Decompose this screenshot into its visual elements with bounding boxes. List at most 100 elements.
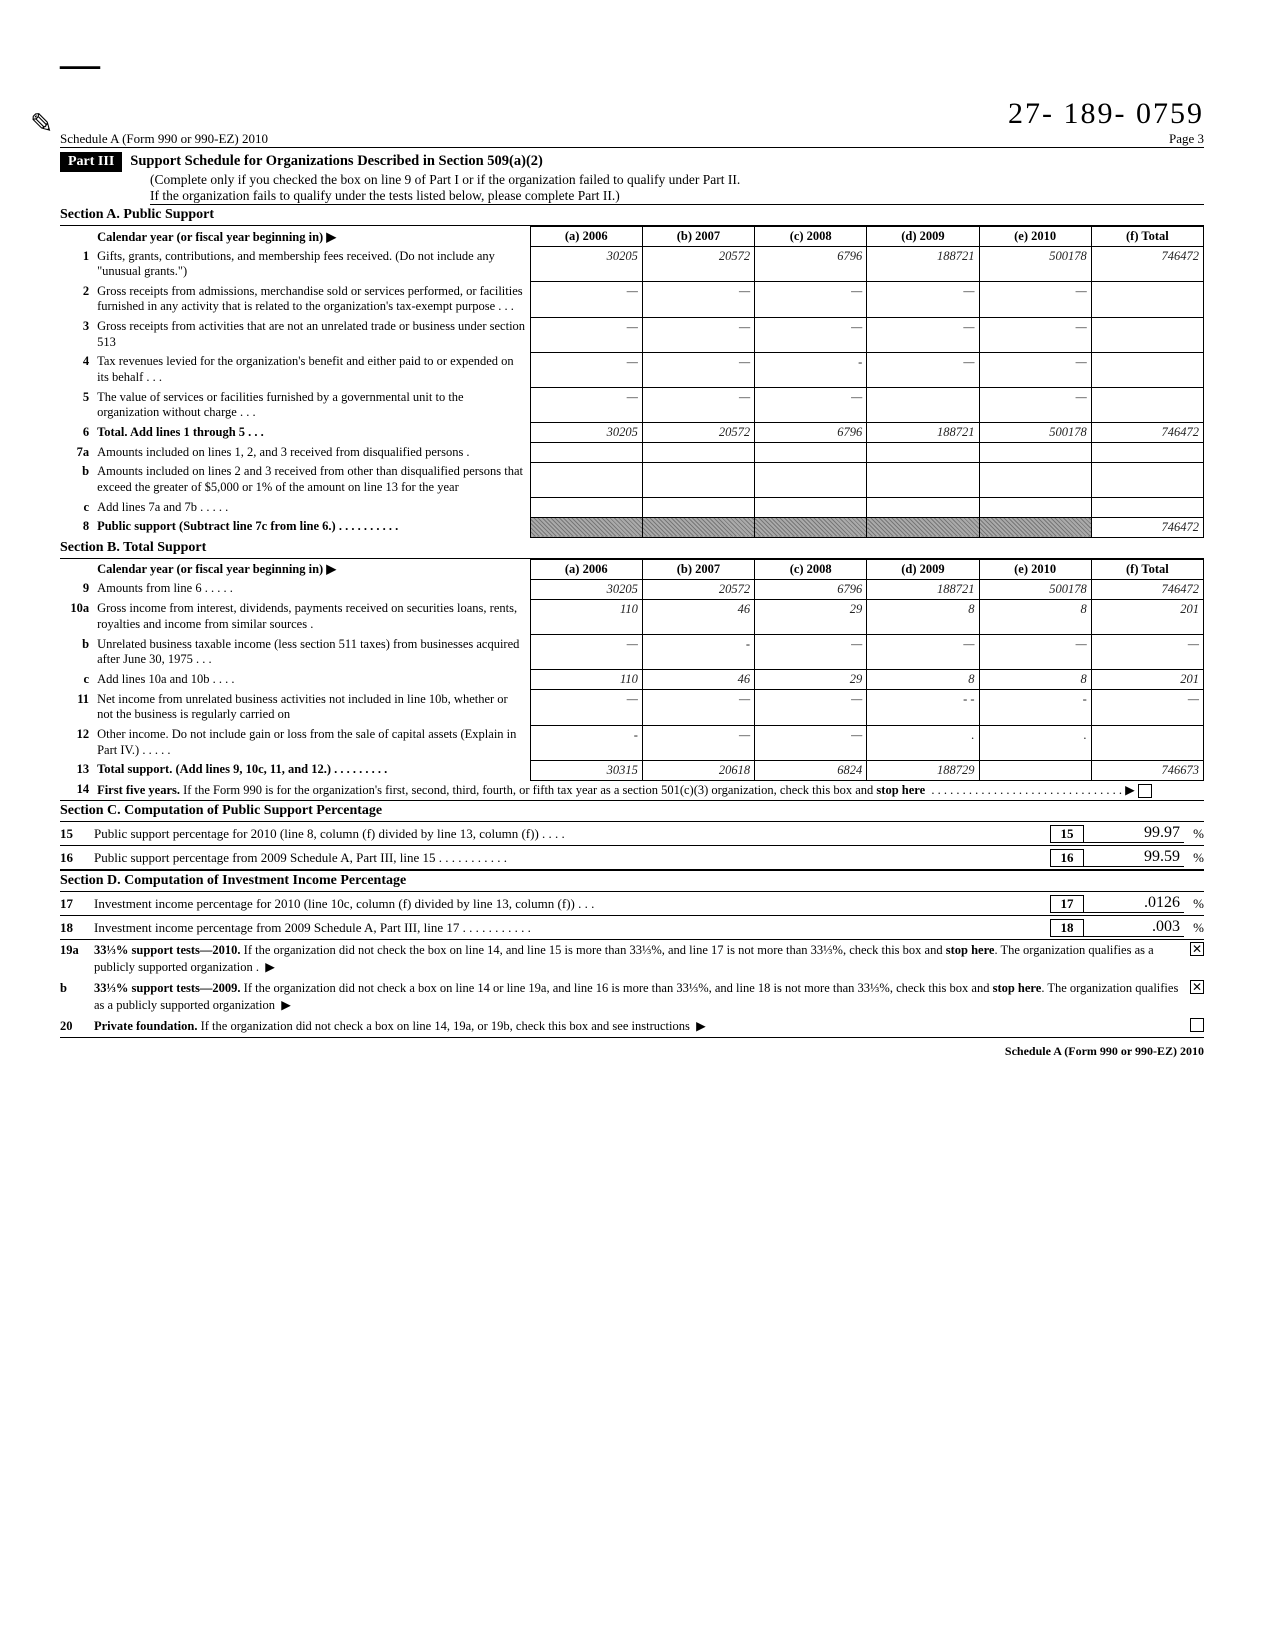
cell-value: — xyxy=(642,388,754,423)
cell-value xyxy=(642,443,754,463)
pct-unit: % xyxy=(1184,850,1204,866)
line-num: 2 xyxy=(60,282,93,317)
line-desc: Amounts included on lines 2 and 3 receiv… xyxy=(93,462,530,497)
test-checkbox[interactable]: ✕ xyxy=(1190,980,1204,994)
cell-value: — xyxy=(755,635,867,670)
pct-line: 15Public support percentage for 2010 (li… xyxy=(60,822,1204,846)
cell-value: 30205 xyxy=(530,579,642,599)
page-number: Page 3 xyxy=(1169,131,1204,147)
cell-value: — xyxy=(755,725,867,760)
ein-handwritten: 27- 189- 0759 xyxy=(1008,97,1204,130)
line-num: 5 xyxy=(60,388,93,423)
line-num: 12 xyxy=(60,725,93,760)
pct-num: 17 xyxy=(60,896,94,912)
cell-value xyxy=(1091,462,1203,497)
cell-value: — xyxy=(642,317,754,352)
test-num: 20 xyxy=(60,1018,94,1035)
cell-value xyxy=(530,443,642,463)
line-desc: Total. Add lines 1 through 5 . . . xyxy=(93,423,530,443)
pencil-mark: ✎ xyxy=(30,107,53,141)
cell-value: 746673 xyxy=(1091,760,1203,780)
cell-value: 746472 xyxy=(1091,247,1203,282)
pct-num: 18 xyxy=(60,920,94,936)
col-a: (a) 2006 xyxy=(530,227,642,247)
cell-value: — xyxy=(979,635,1091,670)
cell-value xyxy=(979,443,1091,463)
shaded-cell xyxy=(867,517,979,537)
pct-value: 99.97 xyxy=(1084,824,1184,843)
line-desc: Add lines 7a and 7b . . . . . xyxy=(93,498,530,518)
cell-value: 746472 xyxy=(1091,579,1203,599)
line-14-checkbox[interactable] xyxy=(1138,784,1152,798)
cell-value xyxy=(867,498,979,518)
schedule-line: Schedule A (Form 990 or 990-EZ) 2010 xyxy=(60,131,268,147)
line-desc: Net income from unrelated business activ… xyxy=(93,690,530,725)
cell-value xyxy=(1091,352,1203,387)
test-num: 19a xyxy=(60,942,94,976)
cell-value: — xyxy=(755,282,867,317)
cell-value: 20572 xyxy=(642,579,754,599)
shaded-cell xyxy=(755,517,867,537)
test-text: 33⅓% support tests—2010. If the organiza… xyxy=(94,942,1190,976)
support-test-line: 19a33⅓% support tests—2010. If the organ… xyxy=(60,940,1204,978)
cell-value: - xyxy=(979,690,1091,725)
col-d: (d) 2009 xyxy=(867,227,979,247)
cell-value: — xyxy=(979,388,1091,423)
cell-value: - xyxy=(642,635,754,670)
pct-unit: % xyxy=(1184,920,1204,936)
line-desc: Other income. Do not include gain or los… xyxy=(93,725,530,760)
line-desc: Gross receipts from admissions, merchand… xyxy=(93,282,530,317)
page-footer: Schedule A (Form 990 or 990-EZ) 2010 xyxy=(60,1044,1204,1059)
line-desc: Unrelated business taxable income (less … xyxy=(93,635,530,670)
cell-value: . xyxy=(979,725,1091,760)
cal-year-label-a: Calendar year (or fiscal year beginning … xyxy=(93,227,530,247)
line-desc: Tax revenues levied for the organization… xyxy=(93,352,530,387)
pct-num: 16 xyxy=(60,850,94,866)
part-title: Support Schedule for Organizations Descr… xyxy=(130,153,543,170)
cell-value: 500178 xyxy=(979,247,1091,282)
cell-value: 30205 xyxy=(530,247,642,282)
cell-value: 46 xyxy=(642,599,754,634)
cell-value: 20572 xyxy=(642,423,754,443)
instruction-line-2: If the organization fails to qualify und… xyxy=(150,188,1204,205)
cell-total: 746472 xyxy=(1091,517,1203,537)
pct-text: Investment income percentage from 2009 S… xyxy=(94,920,1044,936)
line-desc: Add lines 10a and 10b . . . . xyxy=(93,670,530,690)
cell-value: — xyxy=(867,635,979,670)
cell-value: - xyxy=(755,352,867,387)
cell-value xyxy=(755,462,867,497)
section-b-table: Calendar year (or fiscal year beginning … xyxy=(60,559,1204,801)
line-desc: Amounts from line 6 . . . . . xyxy=(93,579,530,599)
cell-value xyxy=(979,498,1091,518)
cell-value: 746472 xyxy=(1091,423,1203,443)
cell-value: 8 xyxy=(979,599,1091,634)
cell-value xyxy=(1091,498,1203,518)
cell-value xyxy=(867,443,979,463)
pct-line: 16Public support percentage from 2009 Sc… xyxy=(60,846,1204,870)
test-checkbox[interactable] xyxy=(1190,1018,1204,1032)
test-checkbox[interactable]: ✕ xyxy=(1190,942,1204,956)
cell-value: 30315 xyxy=(530,760,642,780)
shaded-cell xyxy=(979,517,1091,537)
col-f: (f) Total xyxy=(1091,227,1203,247)
cell-value xyxy=(1091,725,1203,760)
line-desc: Public support (Subtract line 7c from li… xyxy=(93,517,530,537)
cell-value: — xyxy=(1091,690,1203,725)
line-desc: Gross receipts from activities that are … xyxy=(93,317,530,352)
cell-value xyxy=(1091,282,1203,317)
section-a-title: Section A. Public Support xyxy=(60,205,1204,226)
pct-value: .003 xyxy=(1084,918,1184,937)
cell-value: 6796 xyxy=(755,247,867,282)
cell-value: 29 xyxy=(755,670,867,690)
pct-line: 17Investment income percentage for 2010 … xyxy=(60,892,1204,916)
section-a-table: Calendar year (or fiscal year beginning … xyxy=(60,226,1204,538)
section-b-title: Section B. Total Support xyxy=(60,538,1204,559)
line-num: c xyxy=(60,498,93,518)
line-14-num: 14 xyxy=(60,780,93,800)
line-desc: Gross income from interest, dividends, p… xyxy=(93,599,530,634)
line-num: 6 xyxy=(60,423,93,443)
cell-value: - xyxy=(530,725,642,760)
line-num: 7a xyxy=(60,443,93,463)
cell-value: 110 xyxy=(530,599,642,634)
part-header: Part III Support Schedule for Organizati… xyxy=(60,152,1204,172)
